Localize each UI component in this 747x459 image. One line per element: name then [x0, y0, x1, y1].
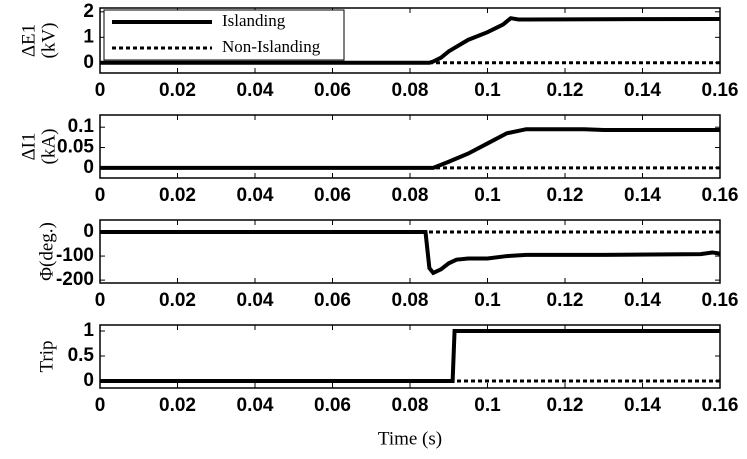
y-axis-label: (kA)	[38, 129, 59, 165]
x-tick-label: 0.02	[159, 80, 196, 101]
y-tick-label: 0	[83, 221, 94, 242]
x-tick-label: 0.08	[392, 80, 429, 101]
x-tick-label: 0.12	[547, 185, 584, 206]
x-tick-label: 0.06	[314, 290, 351, 311]
x-tick-label: 0.1	[474, 395, 501, 416]
x-tick-label: 0.06	[314, 395, 351, 416]
y-axis-label: Trip	[36, 340, 57, 372]
x-tick-label: 0.14	[624, 290, 661, 311]
x-tick-label: 0.08	[392, 290, 429, 311]
y-tick-label: 0	[83, 157, 94, 178]
x-tick-label: 0.06	[314, 80, 351, 101]
x-tick-label: 0.1	[474, 185, 501, 206]
axes-frame	[99, 324, 721, 389]
x-tick-label: 0.14	[624, 395, 661, 416]
y-tick-label: -100	[56, 245, 94, 266]
x-tick-label: 0.16	[702, 395, 739, 416]
x-tick-label: 0.04	[237, 185, 274, 206]
x-tick-label: 0	[95, 395, 106, 416]
x-tick-label: 0.04	[237, 395, 274, 416]
series-line	[100, 127, 720, 170]
x-tick-label: 0.04	[237, 80, 274, 101]
x-tick-label: 0.12	[547, 80, 584, 101]
x-tick-label: 0.12	[547, 395, 584, 416]
series-line	[100, 230, 721, 276]
x-tick-label: 0.02	[159, 395, 196, 416]
y-tick-label: 0	[83, 370, 94, 391]
x-tick-label: 0.16	[702, 80, 739, 101]
legend-box	[103, 9, 345, 61]
axes-frame	[99, 219, 721, 284]
x-tick-label: 0.04	[237, 290, 274, 311]
legend-label: Non-Islanding	[222, 37, 321, 56]
series-line	[100, 329, 720, 383]
x-tick-label: 0.02	[159, 290, 196, 311]
y-tick-label: 0.05	[57, 137, 94, 158]
series-line	[100, 16, 721, 65]
y-axis-label: ΔE1	[18, 24, 39, 57]
x-tick-label: 0	[95, 185, 106, 206]
y-tick-label: 0.5	[68, 345, 95, 366]
x-tick-label: 0.14	[624, 80, 661, 101]
y-tick-label: -200	[56, 269, 94, 290]
x-tick-label: 0.1	[474, 80, 501, 101]
y-tick-label: 0	[83, 52, 94, 73]
x-tick-label: 0	[95, 290, 106, 311]
x-tick-label: 0.08	[392, 185, 429, 206]
x-axis-label: Time (s)	[378, 428, 442, 449]
x-tick-label: 0.16	[702, 185, 739, 206]
y-axis-label: Φ(deg.)	[36, 222, 57, 281]
x-tick-label: 0.1	[474, 290, 501, 311]
legend-label: Islanding	[222, 11, 286, 30]
x-tick-label: 0.16	[702, 290, 739, 311]
x-tick-label: 0	[95, 80, 106, 101]
y-axis-label: ΔI1	[18, 132, 39, 160]
x-tick-label: 0.02	[159, 185, 196, 206]
y-axis-label: (kV)	[38, 23, 59, 59]
y-tick-label: 2	[83, 1, 94, 22]
y-tick-label: 1	[83, 320, 94, 341]
y-tick-label: 0.1	[68, 116, 95, 137]
x-tick-label: 0.12	[547, 290, 584, 311]
x-tick-label: 0.06	[314, 185, 351, 206]
x-tick-label: 0.08	[392, 395, 429, 416]
y-tick-label: 1	[83, 26, 94, 47]
x-tick-label: 0.14	[624, 185, 661, 206]
